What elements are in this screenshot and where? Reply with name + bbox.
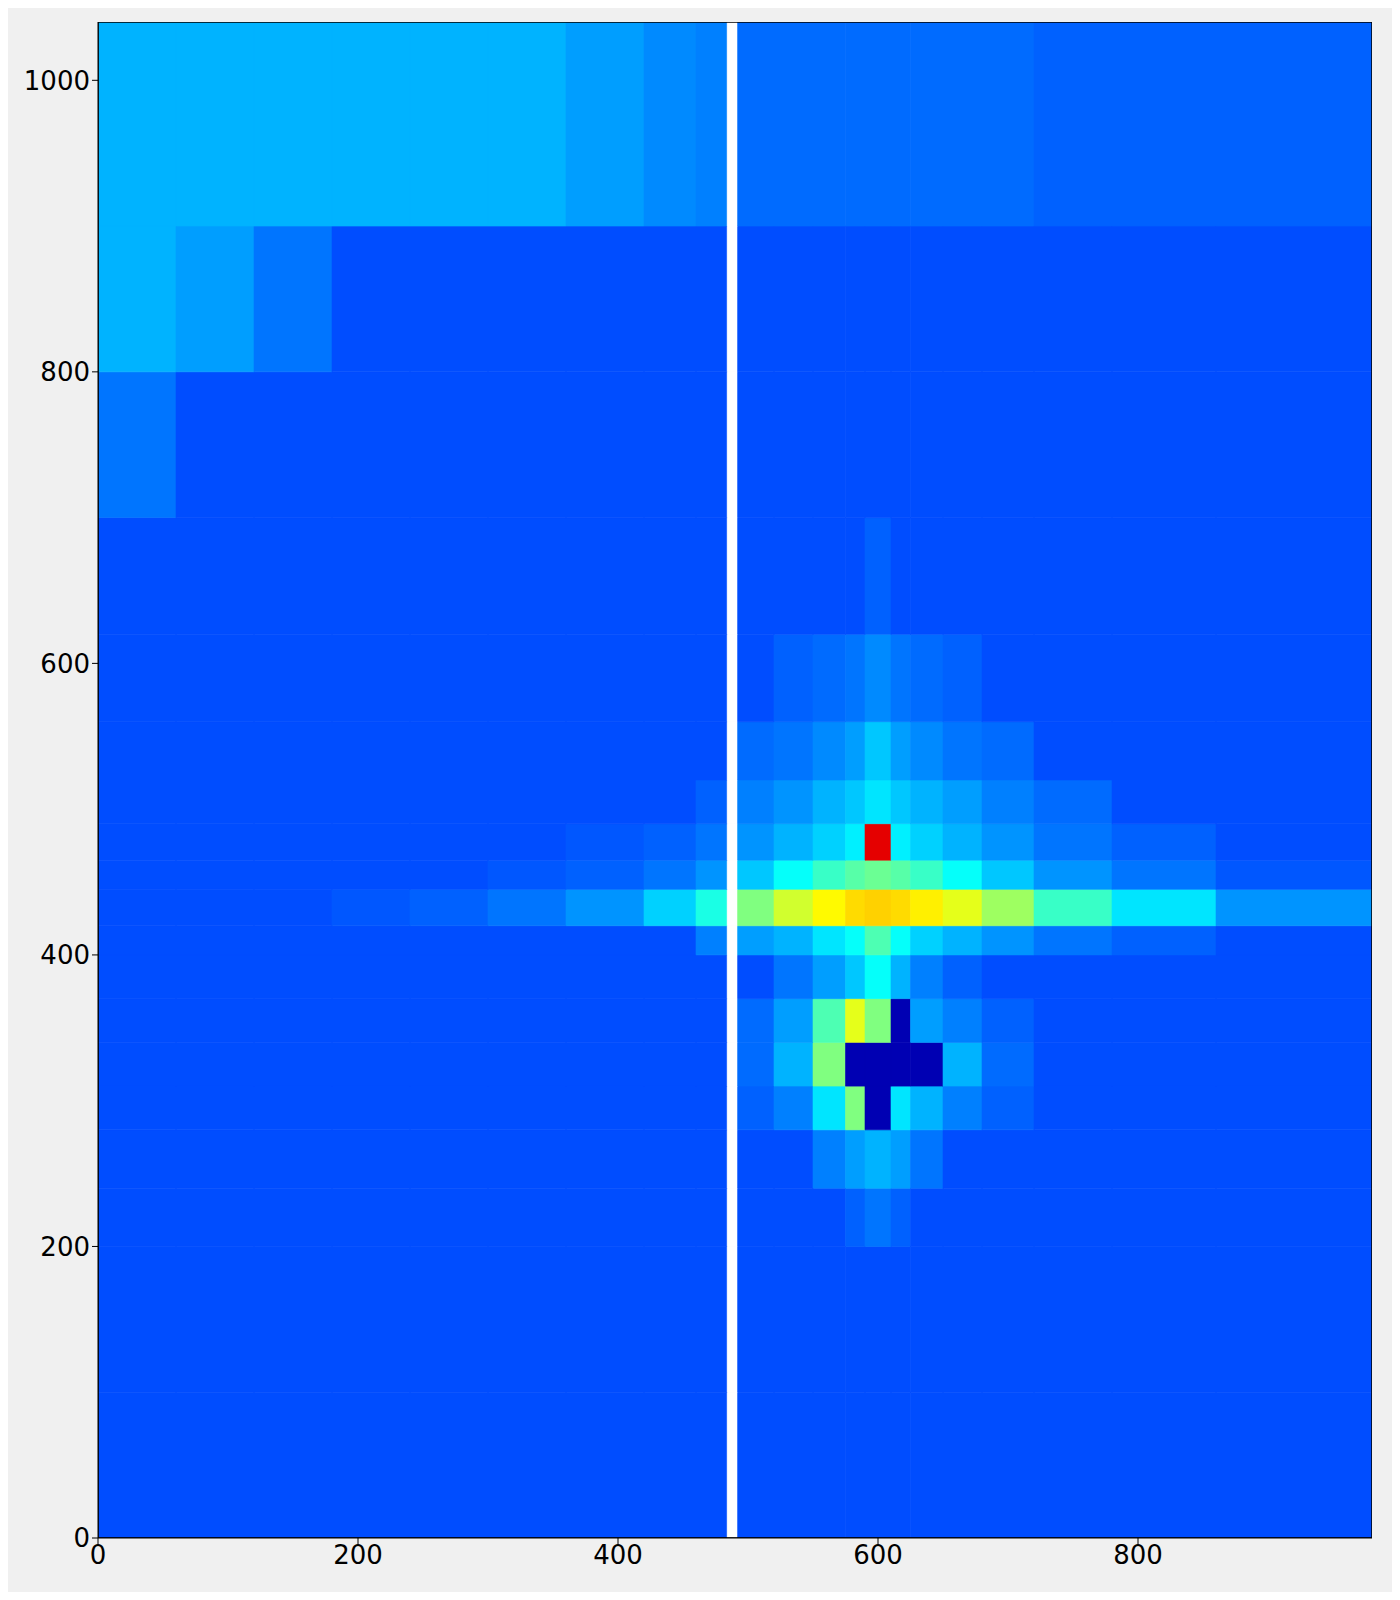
svg-text:400: 400 [40, 940, 90, 970]
svg-text:0: 0 [73, 1523, 90, 1553]
svg-text:1000: 1000 [24, 66, 90, 96]
svg-text:0: 0 [90, 1540, 107, 1570]
svg-text:600: 600 [40, 649, 90, 679]
svg-text:200: 200 [333, 1540, 383, 1570]
svg-text:600: 600 [853, 1540, 903, 1570]
svg-text:800: 800 [40, 357, 90, 387]
svg-text:800: 800 [1113, 1540, 1163, 1570]
svg-text:200: 200 [40, 1232, 90, 1262]
svg-text:400: 400 [593, 1540, 643, 1570]
